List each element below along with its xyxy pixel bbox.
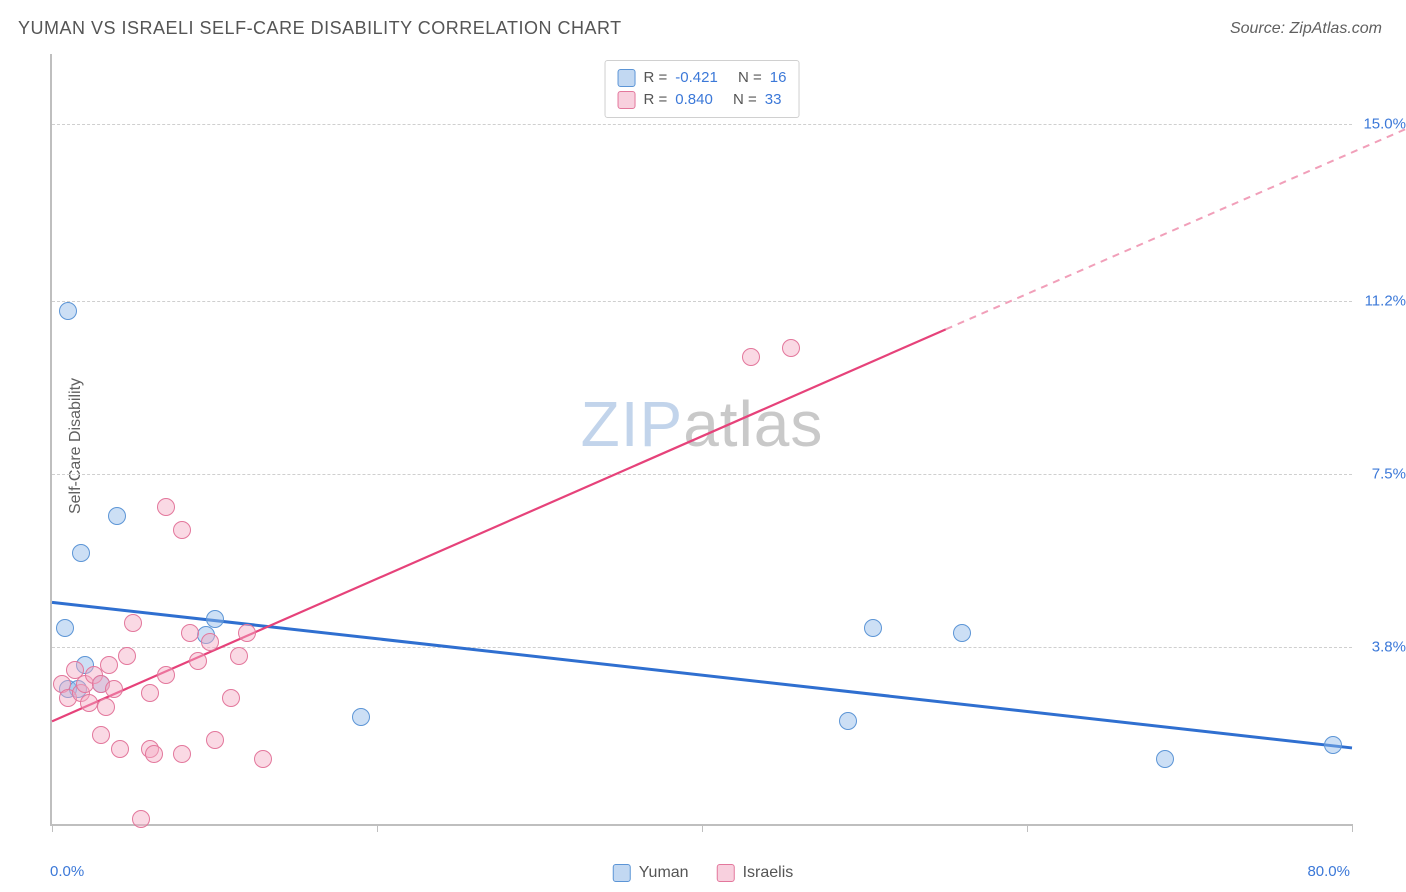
data-point-b xyxy=(118,647,136,665)
data-point-a xyxy=(1324,736,1342,754)
data-point-b xyxy=(132,810,150,828)
data-point-b xyxy=(80,694,98,712)
trendline-layer xyxy=(52,54,1352,824)
series-legend: Yuman Israelis xyxy=(613,864,794,882)
data-point-b xyxy=(157,498,175,516)
data-point-a xyxy=(839,712,857,730)
data-point-b xyxy=(157,666,175,684)
data-point-b xyxy=(100,656,118,674)
legend-item-a: Yuman xyxy=(613,864,689,882)
data-point-a xyxy=(108,507,126,525)
data-point-b xyxy=(145,745,163,763)
data-point-b xyxy=(206,731,224,749)
data-point-b xyxy=(173,745,191,763)
data-point-b xyxy=(111,740,129,758)
swatch-b-icon xyxy=(717,864,735,882)
data-point-b xyxy=(141,684,159,702)
x-start-label: 0.0% xyxy=(50,863,84,880)
swatch-a-icon xyxy=(613,864,631,882)
data-point-a xyxy=(206,610,224,628)
data-point-b xyxy=(201,633,219,651)
y-tick-label: 11.2% xyxy=(1354,293,1406,310)
data-point-b xyxy=(189,652,207,670)
data-point-a xyxy=(1156,750,1174,768)
legend-item-b: Israelis xyxy=(717,864,794,882)
chart-title: YUMAN VS ISRAELI SELF-CARE DISABILITY CO… xyxy=(18,18,622,39)
data-point-b xyxy=(742,348,760,366)
data-point-b xyxy=(92,726,110,744)
data-point-b xyxy=(222,689,240,707)
x-tick xyxy=(702,824,703,832)
data-point-b xyxy=(230,647,248,665)
data-point-b xyxy=(782,339,800,357)
data-point-b xyxy=(238,624,256,642)
y-tick-label: 15.0% xyxy=(1354,116,1406,133)
data-point-a xyxy=(59,302,77,320)
data-point-b xyxy=(97,698,115,716)
x-tick xyxy=(52,824,53,832)
data-point-b xyxy=(124,614,142,632)
data-point-a xyxy=(72,544,90,562)
chart-plot-area: ZIPatlas R = -0.421 N = 16 R = 0.840 N =… xyxy=(50,54,1352,826)
x-tick xyxy=(1352,824,1353,832)
data-point-a xyxy=(352,708,370,726)
x-end-label: 80.0% xyxy=(1307,863,1350,880)
data-point-b xyxy=(105,680,123,698)
data-point-b xyxy=(173,521,191,539)
legend-label-a: Yuman xyxy=(639,864,689,882)
y-tick-label: 3.8% xyxy=(1354,638,1406,655)
data-point-b xyxy=(181,624,199,642)
x-tick xyxy=(377,824,378,832)
trendline xyxy=(946,110,1406,329)
data-point-b xyxy=(254,750,272,768)
data-point-a xyxy=(953,624,971,642)
y-tick-label: 7.5% xyxy=(1354,466,1406,483)
source-label: Source: ZipAtlas.com xyxy=(1230,20,1382,38)
data-point-a xyxy=(864,619,882,637)
data-point-a xyxy=(56,619,74,637)
x-tick xyxy=(1027,824,1028,832)
legend-label-b: Israelis xyxy=(743,864,794,882)
